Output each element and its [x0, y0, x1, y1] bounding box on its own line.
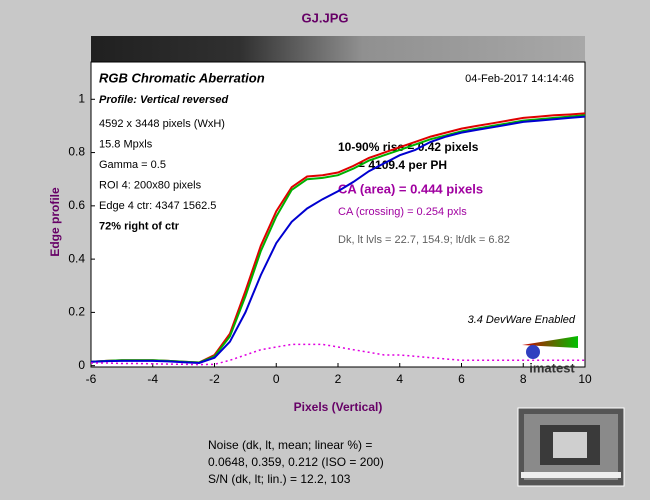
y-axis-label: Edge profile [48, 187, 62, 257]
chart-title: RGB Chromatic Aberration [99, 70, 265, 85]
y-tick-label: 0.4 [68, 251, 85, 265]
devware: 3.4 DevWare Enabled [468, 314, 576, 326]
x-axis-label: Pixels (Vertical) [294, 400, 383, 414]
info-line: Edge 4 ctr: 4347 1562.5 [99, 200, 216, 212]
thumbnail [517, 407, 625, 487]
y-tick-label: 0 [78, 358, 85, 372]
x-tick-label: -4 [147, 372, 158, 386]
edge-gradient [91, 36, 585, 62]
ca-crossing: CA (crossing) = 0.254 pxls [338, 206, 467, 218]
x-tick-label: -6 [86, 372, 97, 386]
levels: Dk, lt lvls = 22.7, 154.9; lt/dk = 6.82 [338, 234, 510, 246]
y-tick-label: 0.8 [68, 145, 85, 159]
ca-area: CA (area) = 0.444 pixels [338, 181, 483, 196]
info-line: ROI 4: 200x80 pixels [99, 179, 202, 191]
noise: 0.0648, 0.359, 0.212 (ISO = 200) [208, 455, 384, 469]
series-line [90, 115, 586, 365]
date: 04-Feb-2017 14:14:46 [465, 73, 574, 85]
logo-rays [522, 336, 578, 348]
noise: Noise (dk, lt, mean; linear %) = [208, 438, 372, 452]
noise: S/N (dk, lt; lin.) = 12.2, 103 [208, 472, 351, 486]
x-tick-label: 4 [396, 372, 403, 386]
info-line: Gamma = 0.5 [99, 159, 166, 171]
x-tick-label: 8 [520, 372, 527, 386]
y-tick-label: 0.2 [68, 305, 85, 319]
window-title: GJ.JPG [302, 10, 349, 25]
x-tick-label: 10 [578, 372, 592, 386]
x-tick-label: 0 [273, 372, 280, 386]
series-line [91, 343, 585, 366]
x-tick-label: 2 [335, 372, 342, 386]
logo: imatest [529, 360, 575, 375]
info: 4592 x 3448 pixels (WxH) 15.8 Mpxls Gamma … [99, 118, 225, 233]
info-line: 15.8 Mpxls [99, 138, 153, 150]
rise: = 4109.4 per PH [358, 158, 447, 172]
y-tick-label: 1 [78, 91, 85, 105]
plot-area [90, 61, 586, 368]
x-tick-label: 6 [458, 372, 465, 386]
y-tick-label: 0.6 [68, 198, 85, 212]
info-line: 4592 x 3448 pixels (WxH) [99, 118, 225, 130]
logo-ball [526, 345, 540, 359]
x-tick-label: -2 [209, 372, 220, 386]
info-line: 72% right of ctr [99, 220, 180, 232]
profile: Profile: Vertical reversed [99, 94, 228, 106]
